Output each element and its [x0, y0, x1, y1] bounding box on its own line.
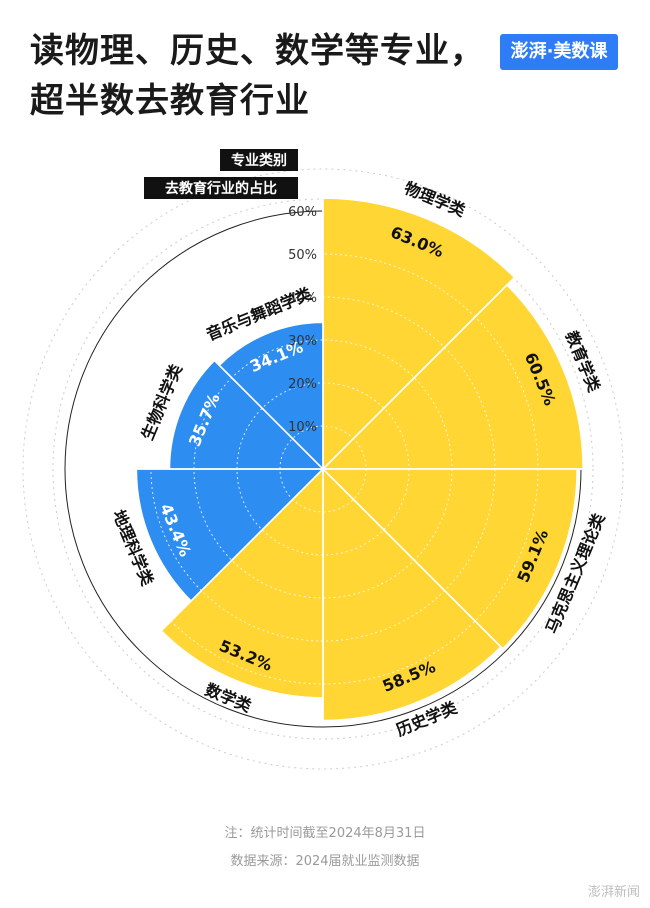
chart-wedges: [135, 197, 584, 722]
tick-label: 50%: [288, 248, 317, 263]
footer-note: 注：统计时间截至2024年8月31日: [224, 826, 426, 841]
wedge-7: [218, 321, 324, 471]
legend-share-tag: [144, 177, 298, 199]
spoke: [213, 359, 324, 470]
wedge-5: [135, 468, 325, 603]
tick-label: 40%: [288, 291, 317, 306]
chart-spokes: [107, 198, 584, 721]
brand-logo: 澎湃·美数课: [500, 34, 618, 70]
wedge-0: [322, 197, 516, 471]
tick-label: 30%: [288, 334, 317, 349]
footer-source: 数据来源：2024届就业监测数据: [230, 854, 420, 869]
spoke: [322, 276, 516, 470]
wedge-2: [321, 468, 578, 650]
wedge-1: [321, 283, 584, 470]
guide-ring: [22, 168, 624, 770]
axis-ticks: 10% 20% 30% 40% 50% 60%: [288, 205, 317, 435]
chart-title: 读物理、历史、数学等专业，超半数去教育行业: [30, 31, 485, 121]
spoke: [322, 468, 504, 650]
wedge-4: [160, 467, 324, 699]
guide-ring: [52, 198, 594, 740]
tick-label: 10%: [288, 420, 317, 435]
legend-category-tag: [220, 149, 298, 171]
wedge-3: [322, 467, 502, 722]
spoke: [160, 468, 324, 632]
watermark: 澎湃新闻: [587, 885, 640, 900]
tick-label: 60%: [288, 205, 317, 220]
legend-share-label: 去教育行业的占比: [165, 180, 277, 197]
legend-category-label: 专业类别: [231, 152, 287, 169]
tick-label: 20%: [288, 377, 317, 392]
wedge-6: [168, 359, 325, 470]
